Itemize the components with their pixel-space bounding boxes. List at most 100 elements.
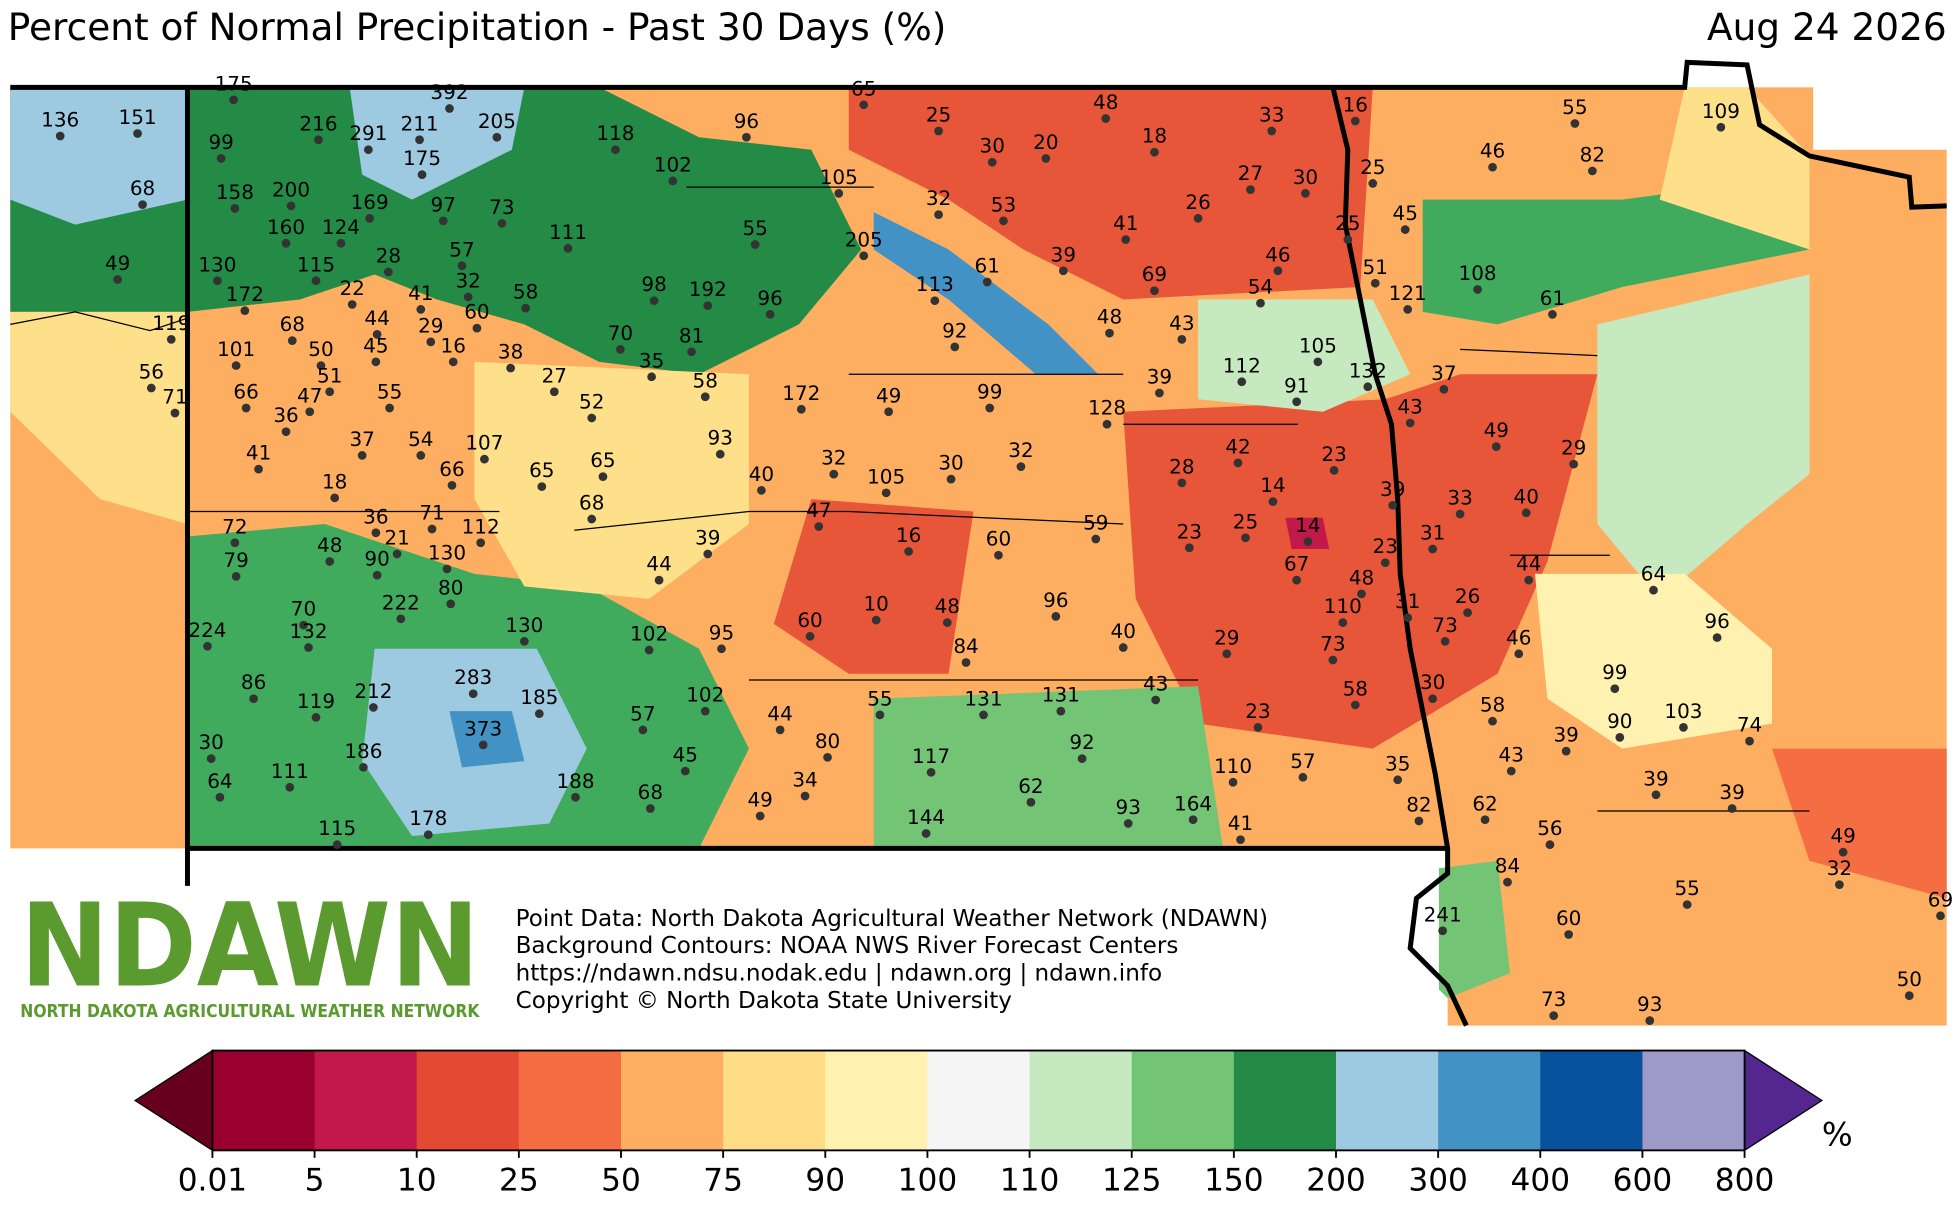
station-dot xyxy=(468,689,478,699)
station-dot xyxy=(1491,442,1501,452)
station-dot xyxy=(757,485,766,495)
station-value: 44 xyxy=(1516,552,1541,576)
colorbar-segment xyxy=(212,1050,316,1151)
station-value: 144 xyxy=(907,805,945,829)
station-dot xyxy=(1301,189,1310,198)
station-dot xyxy=(765,310,775,319)
station-dot xyxy=(1177,335,1187,344)
station-value: 39 xyxy=(1380,477,1405,501)
station-value: 14 xyxy=(1295,513,1320,537)
colorbar-segment xyxy=(1233,1050,1337,1151)
station-dot xyxy=(1403,305,1413,314)
station-value: 41 xyxy=(1228,811,1253,835)
colorbar-tick-label: 200 xyxy=(1306,1162,1366,1198)
station-value: 48 xyxy=(935,594,960,618)
station-dot xyxy=(982,277,992,287)
station-dot xyxy=(316,361,326,370)
station-value: 58 xyxy=(693,368,718,392)
station-dot xyxy=(644,645,654,655)
station-value: 291 xyxy=(349,121,387,145)
station-value: 58 xyxy=(513,280,538,304)
station-dot xyxy=(311,276,321,286)
station-dot xyxy=(1236,835,1245,845)
station-dot xyxy=(1380,558,1390,568)
station-dot xyxy=(281,238,291,248)
station-dot xyxy=(426,337,436,347)
station-dot xyxy=(332,840,342,850)
station-value: 70 xyxy=(291,597,316,621)
station-value: 45 xyxy=(1393,201,1418,225)
station-dot xyxy=(979,710,988,720)
field-red-east xyxy=(1123,374,1598,749)
station-value: 93 xyxy=(1116,795,1141,819)
station-dot xyxy=(1679,723,1688,732)
station-value: 35 xyxy=(639,348,664,372)
station-value: 90 xyxy=(364,547,389,571)
station-value: 48 xyxy=(1093,90,1118,114)
station-dot xyxy=(934,210,943,219)
station-value: 32 xyxy=(456,268,481,292)
station-value: 50 xyxy=(1897,967,1922,991)
station-dot xyxy=(649,296,659,306)
station-dot xyxy=(934,126,943,136)
station-dot xyxy=(1727,804,1737,813)
station-value: 60 xyxy=(797,608,822,632)
station-value: 111 xyxy=(549,220,587,244)
station-value: 31 xyxy=(1395,589,1420,613)
station-value: 185 xyxy=(520,685,558,709)
station-value: 26 xyxy=(1455,584,1480,608)
station-dot xyxy=(645,804,655,813)
station-dot xyxy=(1463,608,1472,617)
station-dot xyxy=(800,791,810,801)
station-dot xyxy=(1292,397,1302,407)
station-value: 37 xyxy=(1431,361,1456,385)
station-value: 36 xyxy=(273,403,298,427)
station-dot xyxy=(871,615,881,625)
station-dot xyxy=(336,238,346,248)
station-value: 84 xyxy=(1495,854,1520,878)
station-value: 55 xyxy=(742,216,767,240)
station-value: 69 xyxy=(1142,262,1167,286)
red-river-border xyxy=(1330,86,1469,1027)
station-dot xyxy=(1056,706,1066,716)
station-value: 60 xyxy=(986,527,1011,551)
station-dot xyxy=(304,643,313,652)
colorbar-tick-label: 10 xyxy=(397,1162,437,1198)
station-dot xyxy=(1488,716,1497,726)
station-value: 30 xyxy=(980,134,1005,158)
station-value: 136 xyxy=(41,108,79,132)
station-value: 119 xyxy=(297,689,335,713)
station-dot xyxy=(457,261,467,271)
station-dot xyxy=(859,100,869,110)
station-dot xyxy=(742,132,751,142)
station-value: 34 xyxy=(792,768,817,792)
station-value: 30 xyxy=(938,451,963,475)
station-dot xyxy=(926,767,936,777)
colorbar-over xyxy=(1743,1049,1824,1152)
station-dot xyxy=(703,301,713,311)
station-dot xyxy=(994,550,1003,560)
station-value: 66 xyxy=(233,380,258,404)
station-value: 64 xyxy=(1641,562,1666,586)
station-value: 54 xyxy=(1248,275,1273,299)
station-value: 130 xyxy=(505,613,543,637)
colorbar-tick-label: 90 xyxy=(805,1162,845,1198)
station-value: 192 xyxy=(689,277,727,301)
station-dot xyxy=(904,547,913,556)
station-value: 25 xyxy=(926,103,951,127)
station-dot xyxy=(1564,930,1574,939)
station-value: 130 xyxy=(428,540,466,564)
station-value: 95 xyxy=(709,620,734,644)
station-dot xyxy=(146,383,156,393)
colorbar-tick-label: 0.01 xyxy=(178,1162,247,1198)
station-value: 101 xyxy=(217,337,255,361)
station-value: 27 xyxy=(542,363,567,387)
station-value: 41 xyxy=(246,441,271,465)
station-dot xyxy=(1645,1016,1655,1025)
station-value: 23 xyxy=(1373,534,1398,558)
station-value: 37 xyxy=(349,427,374,451)
station-dot xyxy=(1363,382,1373,392)
station-dot xyxy=(1393,775,1403,785)
field-yellow xyxy=(10,311,188,525)
station-value: 119 xyxy=(152,311,190,335)
